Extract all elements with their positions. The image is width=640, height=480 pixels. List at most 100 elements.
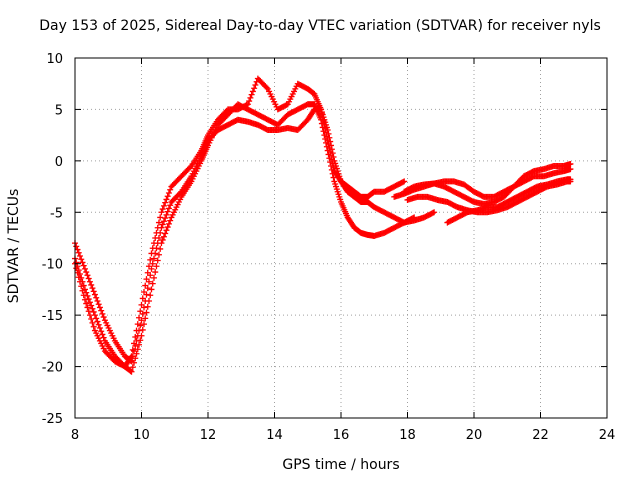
data-point xyxy=(401,178,408,185)
data-point xyxy=(80,262,87,269)
data-point xyxy=(157,245,164,252)
data-point xyxy=(138,301,145,308)
data-point xyxy=(159,221,166,228)
data-point xyxy=(158,240,165,247)
data-point xyxy=(136,314,143,321)
data-point xyxy=(131,340,138,347)
data-point xyxy=(322,125,329,132)
data-point xyxy=(139,295,146,302)
x-tick-label: 12 xyxy=(200,428,217,443)
data-point xyxy=(165,190,172,196)
data-point xyxy=(162,199,169,206)
data-point xyxy=(319,114,326,121)
data-points xyxy=(72,75,574,375)
data-point xyxy=(154,257,161,264)
series-track-5 xyxy=(391,166,574,200)
data-point xyxy=(164,224,171,231)
data-point xyxy=(149,280,156,287)
data-point xyxy=(76,278,83,285)
data-point xyxy=(164,208,171,215)
data-point xyxy=(325,141,332,148)
data-point xyxy=(244,101,251,108)
x-tick-label: 20 xyxy=(466,428,483,443)
data-point xyxy=(153,263,160,270)
data-point xyxy=(83,269,90,276)
data-point xyxy=(90,323,97,330)
data-point xyxy=(248,91,255,98)
data-point xyxy=(148,250,155,257)
data-point xyxy=(152,269,159,276)
data-point xyxy=(567,176,574,183)
data-point xyxy=(136,341,143,348)
data-point xyxy=(160,233,167,240)
data-point xyxy=(81,296,88,303)
data-point xyxy=(155,219,162,226)
data-point xyxy=(154,224,161,231)
data-point xyxy=(88,302,95,309)
data-point xyxy=(167,217,174,224)
data-point xyxy=(91,291,98,298)
data-point xyxy=(76,253,83,259)
data-point xyxy=(251,85,258,92)
y-tick-label: -15 xyxy=(42,309,63,324)
series-track-7 xyxy=(444,176,574,226)
series-track-2 xyxy=(72,101,418,375)
data-point xyxy=(73,265,80,272)
data-point xyxy=(318,110,325,117)
data-point xyxy=(99,331,106,338)
data-point xyxy=(140,321,147,328)
data-point xyxy=(324,137,331,144)
data-point xyxy=(149,245,156,252)
data-point xyxy=(95,321,102,328)
data-point xyxy=(78,283,85,290)
data-point xyxy=(320,118,327,124)
data-point xyxy=(167,202,174,209)
data-point xyxy=(142,282,149,289)
data-point xyxy=(149,260,156,267)
data-point xyxy=(93,294,100,301)
data-point xyxy=(84,304,91,311)
data-point xyxy=(84,272,91,279)
y-tick-label: -5 xyxy=(50,206,63,221)
data-point xyxy=(96,304,103,311)
data-point xyxy=(100,314,107,321)
data-point xyxy=(140,289,147,295)
data-point xyxy=(159,206,166,213)
series-track-3 xyxy=(72,75,408,370)
x-tick-label: 14 xyxy=(266,428,283,443)
data-point xyxy=(247,94,254,101)
data-point xyxy=(83,300,90,307)
data-point xyxy=(86,278,93,285)
data-point xyxy=(159,236,166,243)
data-point xyxy=(567,160,574,167)
data-point xyxy=(137,308,144,315)
data-point xyxy=(153,229,160,236)
data-point xyxy=(131,359,138,366)
data-point xyxy=(89,305,96,312)
data-point xyxy=(163,227,170,234)
data-point xyxy=(132,334,139,340)
data-point xyxy=(411,214,418,221)
data-point xyxy=(79,287,86,294)
data-point xyxy=(88,316,95,322)
data-point xyxy=(160,218,167,225)
data-point xyxy=(164,193,171,200)
data-point xyxy=(157,214,164,221)
x-tick-label: 16 xyxy=(333,428,350,443)
data-point xyxy=(86,299,93,306)
data-point xyxy=(326,145,333,151)
data-point xyxy=(80,292,87,299)
data-point xyxy=(163,211,170,218)
y-tick-label: 5 xyxy=(55,103,63,118)
data-point xyxy=(139,326,146,333)
x-tick-label: 8 xyxy=(71,428,79,443)
data-point xyxy=(252,82,259,88)
data-point xyxy=(85,308,92,315)
x-axis-label: GPS time / hours xyxy=(282,457,400,473)
x-tick-label: 10 xyxy=(133,428,150,443)
data-point xyxy=(163,196,170,203)
data-point xyxy=(75,274,82,281)
data-point xyxy=(165,220,172,227)
x-tick-label: 24 xyxy=(599,428,616,443)
data-point xyxy=(134,321,141,328)
